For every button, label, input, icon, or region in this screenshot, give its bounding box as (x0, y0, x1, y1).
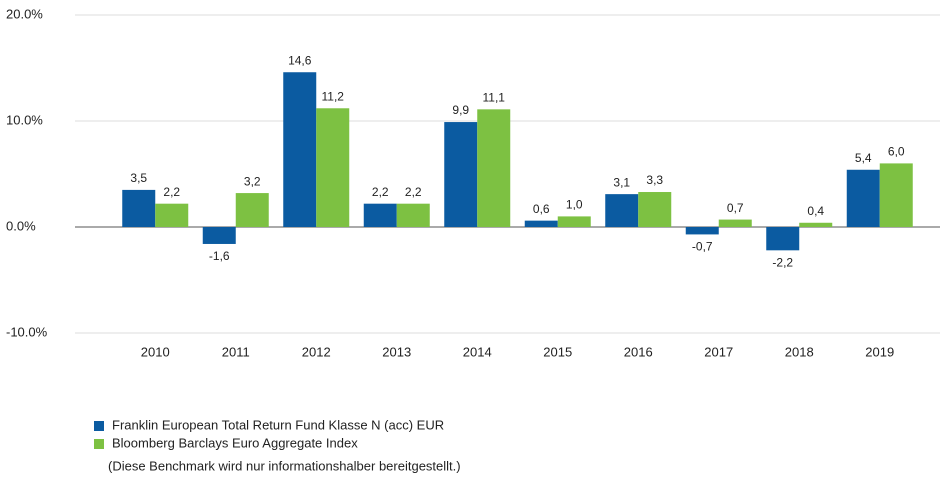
y-tick-label: -10.0% (6, 324, 48, 339)
x-tick-label: 2019 (865, 344, 894, 359)
bar (524, 220, 558, 227)
value-label: 6,0 (888, 145, 905, 159)
bar (155, 203, 189, 227)
x-tick-label: 2011 (222, 344, 250, 359)
value-label: 3,3 (646, 173, 663, 187)
x-tick-label: 2015 (543, 344, 572, 359)
bar (396, 203, 430, 227)
x-tick-label: 2014 (463, 344, 492, 359)
legend-swatch (94, 421, 104, 431)
legend-note: (Diese Benchmark wird nur informationsha… (108, 458, 461, 473)
x-tick-label: 2017 (704, 344, 733, 359)
value-label: 14,6 (288, 53, 312, 67)
bar (477, 109, 511, 227)
bar (283, 72, 317, 228)
x-tick-label: 2018 (785, 344, 814, 359)
bar (444, 122, 478, 227)
value-label: 5,4 (855, 151, 872, 165)
value-label: 11,1 (483, 91, 506, 105)
value-label: 2,2 (372, 185, 389, 199)
bar (316, 108, 350, 227)
value-label: -0,7 (692, 240, 713, 254)
value-label: 3,5 (130, 171, 147, 185)
value-label: 0,6 (533, 202, 550, 216)
value-label: 11,2 (322, 89, 345, 103)
y-tick-label: 0.0% (6, 218, 36, 233)
value-label: 2,2 (405, 185, 422, 199)
x-tick-label: 2010 (141, 344, 170, 359)
legend-swatch (94, 439, 104, 449)
bar (202, 227, 236, 244)
value-label: 2,2 (163, 185, 180, 199)
bar (557, 216, 591, 227)
bar (605, 194, 639, 227)
x-tick-label: 2012 (302, 344, 331, 359)
value-label: 9,9 (452, 103, 469, 117)
value-label: 3,2 (244, 174, 261, 188)
bar (766, 227, 800, 251)
bar (799, 222, 833, 227)
x-tick-label: 2016 (624, 344, 653, 359)
value-label: -2,2 (772, 255, 793, 269)
y-tick-label: 20.0% (6, 6, 43, 21)
bar (879, 163, 913, 227)
legend-label: Bloomberg Barclays Euro Aggregate Index (112, 435, 358, 450)
bar (718, 219, 752, 227)
y-tick-label: 10.0% (6, 112, 43, 127)
value-label: 1,0 (566, 198, 583, 212)
value-label: 3,1 (613, 175, 630, 189)
x-tick-label: 2013 (382, 344, 411, 359)
bar (122, 189, 156, 227)
value-label: -1,6 (209, 249, 230, 263)
bar (638, 192, 672, 227)
legend-label: Franklin European Total Return Fund Klas… (112, 417, 444, 432)
bar (235, 193, 269, 227)
bar (363, 203, 397, 227)
value-label: 0,4 (807, 204, 824, 218)
bar (846, 169, 880, 227)
value-label: 0,7 (727, 201, 744, 215)
bar (685, 227, 719, 235)
